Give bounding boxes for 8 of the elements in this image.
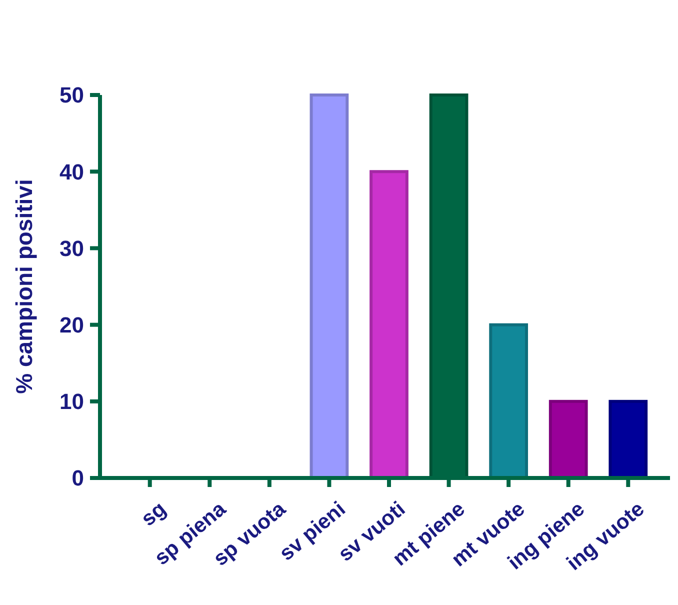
y-tick-label: 10	[60, 389, 84, 414]
y-tick-label: 20	[60, 312, 84, 338]
y-tick-label: 0	[72, 466, 84, 491]
y-tick-label: 40	[60, 159, 84, 184]
y-axis-title: % campioni positivi	[11, 179, 37, 394]
y-tick-label: 30	[60, 236, 84, 261]
x-tick-label: sg	[136, 497, 171, 531]
y-tick-label: 50	[60, 82, 84, 108]
